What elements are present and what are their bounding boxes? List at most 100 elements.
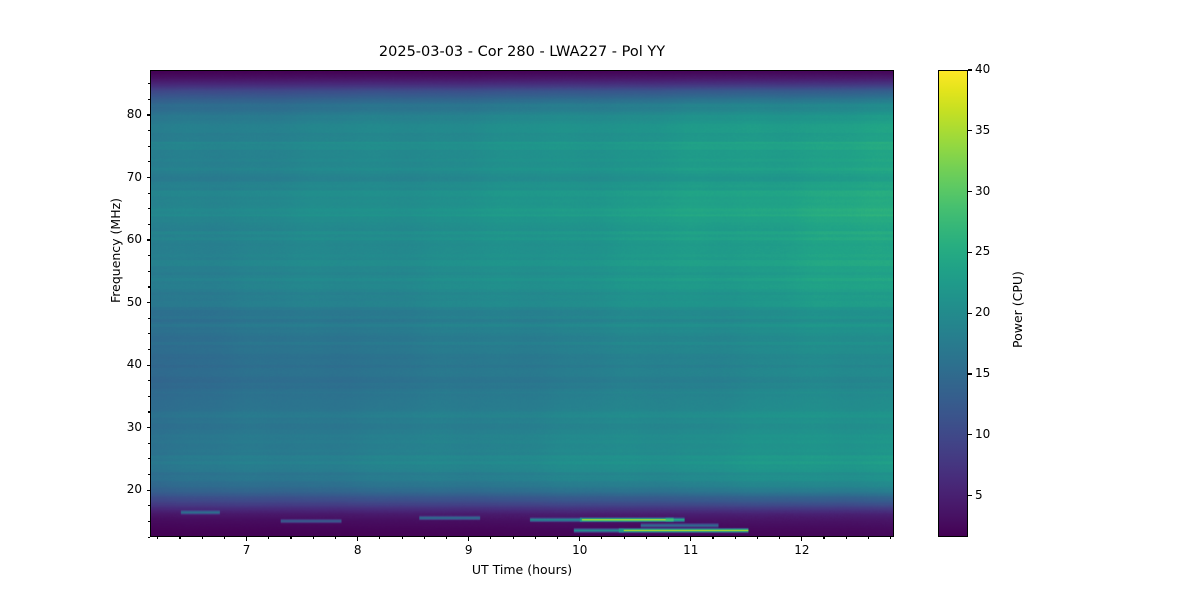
x-axis-minor-tick	[534, 537, 536, 539]
y-axis-minor-tick	[148, 161, 150, 163]
x-axis-tick-label: 8	[353, 543, 362, 557]
colorbar-tick-label: 15	[975, 366, 991, 381]
y-axis-minor-tick	[148, 442, 150, 444]
y-axis-minor-tick	[148, 411, 150, 413]
y-axis-minor-tick	[148, 348, 150, 351]
x-axis-tick	[579, 537, 581, 541]
colorbar-tick	[968, 434, 972, 436]
colorbar-tick-label: 20	[975, 305, 991, 320]
y-axis-minor-tick	[148, 270, 150, 272]
x-axis-tick-label: 9	[464, 543, 473, 557]
y-axis-tick-label: 30	[126, 419, 142, 434]
y-axis-tick-label: 40	[126, 357, 142, 372]
colorbar-tick-label: 10	[975, 426, 991, 441]
y-axis-tick	[146, 239, 150, 241]
colorbar-tick-label: 5	[975, 487, 983, 502]
x-axis-label: UT Time (hours)	[471, 562, 573, 577]
colorbar-tick	[968, 495, 972, 497]
y-axis-minor-tick	[148, 223, 150, 225]
y-axis-minor-tick	[148, 192, 150, 194]
x-axis-tick-label: 7	[242, 543, 251, 557]
colorbar-tick	[968, 312, 972, 314]
y-axis-minor-tick	[148, 83, 150, 85]
y-axis-minor-tick	[148, 536, 150, 538]
x-axis-tick-label: 10	[572, 543, 588, 557]
x-axis-minor-tick	[601, 537, 603, 539]
y-axis-tick-label: 70	[126, 169, 142, 184]
x-axis-minor-tick	[401, 537, 403, 539]
colorbar-tick-label: 30	[975, 183, 991, 198]
x-axis-minor-tick	[712, 537, 714, 539]
x-axis-minor-tick	[334, 537, 336, 539]
colorbar-tick	[968, 191, 972, 193]
y-axis-minor-tick	[148, 286, 150, 288]
x-axis-minor-tick	[623, 537, 625, 539]
y-axis-minor-tick	[148, 145, 150, 147]
colorbar-gradient	[939, 71, 967, 536]
x-axis-tick	[801, 537, 803, 541]
x-axis-minor-tick	[512, 537, 514, 539]
colorbar-tick	[968, 69, 972, 71]
colorbar-tick	[968, 373, 972, 375]
colorbar-label: Power (CPU)	[1010, 271, 1025, 348]
x-axis-tick-label: 12	[794, 543, 810, 557]
x-axis-minor-tick	[556, 537, 559, 539]
y-axis-tick-label: 60	[126, 232, 142, 247]
y-axis-tick	[146, 176, 150, 179]
x-axis-minor-tick	[445, 537, 448, 539]
x-axis-minor-tick	[223, 537, 225, 539]
y-axis-minor-tick	[148, 520, 150, 522]
x-axis-minor-tick	[890, 537, 892, 539]
y-axis-tick-label: 80	[126, 107, 142, 121]
y-axis-tick	[146, 489, 150, 491]
x-axis-tick	[357, 537, 359, 541]
spectrogram-image	[151, 71, 893, 536]
spectrogram-pixels	[151, 71, 893, 536]
x-axis-minor-tick	[756, 537, 758, 539]
x-axis-minor-tick	[312, 537, 314, 539]
x-axis-minor-tick	[268, 537, 270, 539]
y-axis-minor-tick	[148, 505, 150, 507]
x-axis-tick	[468, 537, 470, 541]
x-axis-minor-tick	[157, 537, 159, 539]
spectrogram-axes[interactable]	[150, 70, 894, 537]
y-axis-tick	[146, 364, 150, 366]
x-axis-minor-tick	[734, 537, 736, 539]
x-axis-minor-tick	[423, 537, 425, 539]
y-axis-minor-tick	[148, 333, 150, 335]
x-axis-minor-tick	[379, 537, 381, 539]
x-axis-tick-label: 11	[683, 543, 699, 557]
colorbar-tick	[968, 251, 972, 253]
y-axis-tick	[146, 302, 150, 304]
colorbar-tick-label: 25	[975, 244, 991, 259]
colorbar-tick-label: 40	[975, 62, 991, 76]
x-axis-tick	[246, 537, 248, 541]
y-axis-label: Frequency (MHz)	[108, 197, 123, 303]
colorbar-tick-label: 35	[975, 122, 991, 137]
y-axis-tick	[146, 114, 150, 116]
y-axis-minor-tick	[148, 458, 150, 460]
y-axis-minor-tick	[148, 395, 150, 397]
x-axis-minor-tick	[179, 537, 181, 539]
x-axis-tick	[690, 537, 692, 541]
plot-title: 2025-03-03 - Cor 280 - LWA227 - Pol YY	[378, 44, 666, 60]
x-axis-minor-tick	[668, 537, 670, 539]
y-axis-minor-tick	[148, 380, 150, 382]
y-axis-tick-label: 50	[126, 294, 142, 309]
x-axis-minor-tick	[490, 537, 492, 539]
y-axis-tick-label: 20	[126, 482, 142, 497]
x-axis-minor-tick	[779, 537, 781, 539]
colorbar[interactable]	[938, 70, 968, 537]
y-axis-minor-tick	[148, 130, 150, 132]
x-axis-minor-tick	[867, 537, 869, 539]
x-axis-minor-tick	[645, 537, 647, 539]
y-axis-minor-tick	[148, 255, 150, 257]
colorbar-tick	[968, 130, 972, 132]
y-axis-minor-tick	[148, 473, 150, 476]
y-axis-minor-tick	[148, 98, 150, 100]
y-axis-minor-tick	[148, 208, 150, 210]
y-axis-tick	[146, 427, 150, 429]
x-axis-minor-tick	[201, 537, 203, 539]
x-axis-minor-tick	[845, 537, 847, 539]
